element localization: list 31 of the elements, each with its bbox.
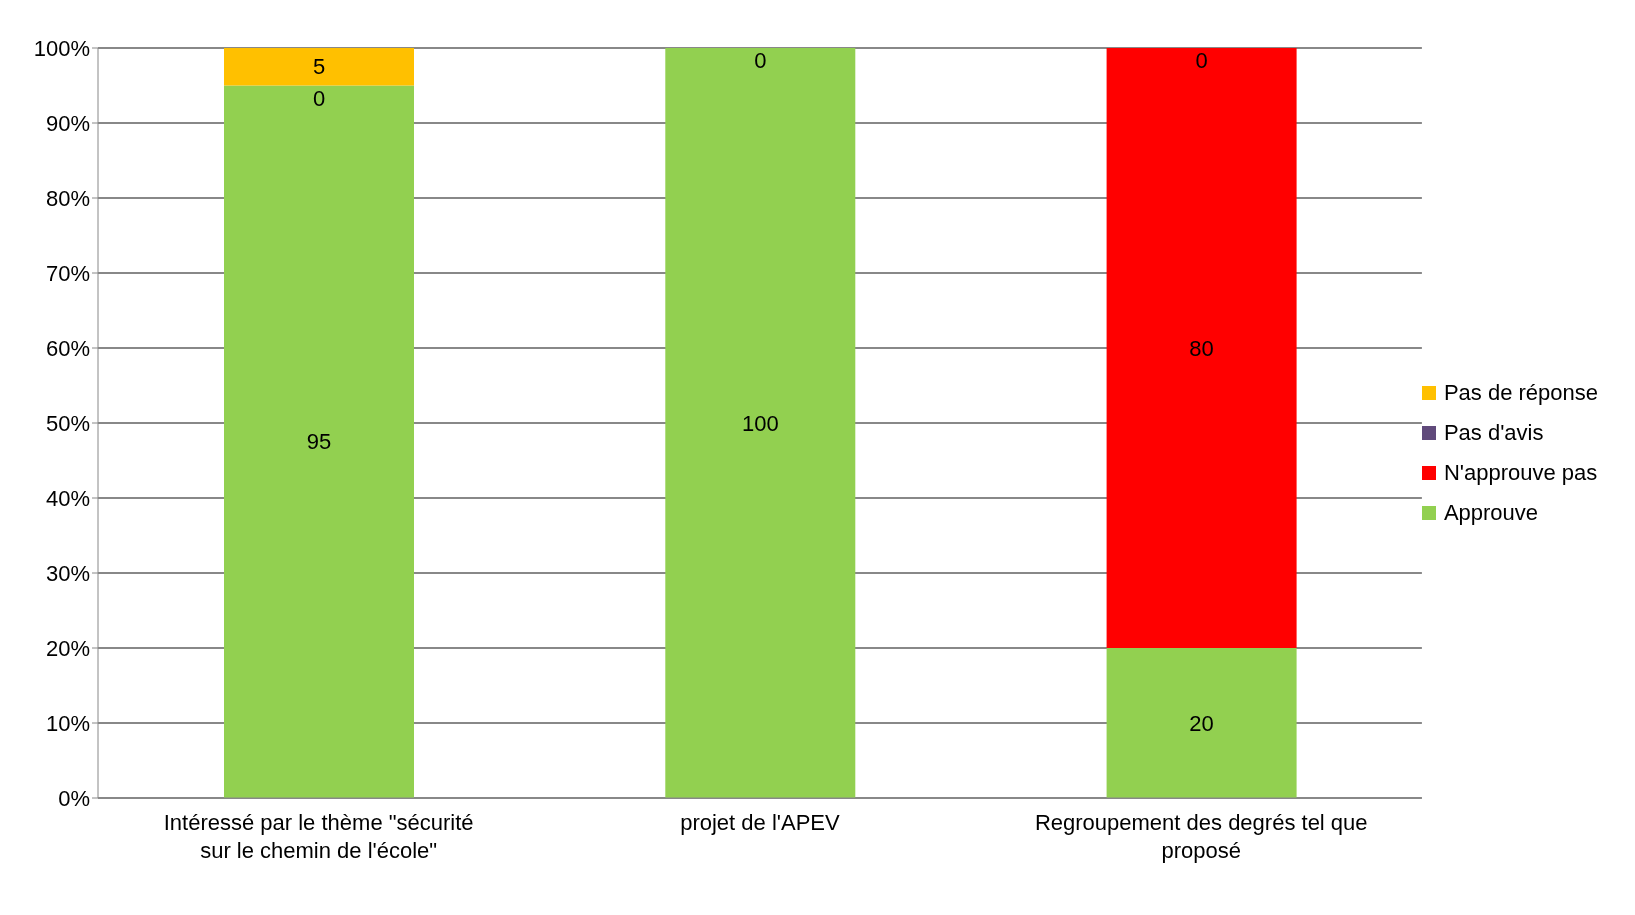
data-label: 0 <box>754 48 767 73</box>
y-tick-label: 100% <box>33 35 90 61</box>
legend-label: N'approuve pas <box>1443 460 1598 486</box>
data-label: 100 <box>741 410 779 436</box>
y-tick-label: 20% <box>45 635 90 661</box>
y-tick-label: 40% <box>45 485 90 511</box>
legend-label: Pas d'avis <box>1443 420 1544 446</box>
bar <box>1106 648 1297 798</box>
legend-label: Approuve <box>1443 500 1539 526</box>
data-label: 20 <box>1189 710 1214 736</box>
data-label: 95 <box>306 429 332 455</box>
y-tick-label: 50% <box>45 410 90 436</box>
bar <box>665 48 856 798</box>
y-tick-label: 90% <box>45 110 90 136</box>
y-tick-label: 70% <box>45 260 90 286</box>
x-tick-label: Regroupement des degrés tel que proposé <box>1034 810 1368 863</box>
data-label: 80 <box>1189 335 1214 361</box>
data-label: 5 <box>312 54 326 80</box>
data-label: 0 <box>312 85 326 111</box>
bar <box>1106 48 1297 648</box>
x-tick-label: projet de l'APEV <box>680 810 841 835</box>
y-tick-label: 0% <box>58 785 90 811</box>
data-label: 0 <box>1195 48 1208 73</box>
x-tick-label: Intéressé par le thème "sécurité sur le chemin de l'école" <box>163 810 474 863</box>
y-tick-label: 60% <box>45 335 90 361</box>
bar <box>224 48 414 86</box>
y-tick-label: 30% <box>45 560 90 586</box>
legend-label: Pas de réponse <box>1443 380 1598 406</box>
y-tick-label: 10% <box>45 710 90 736</box>
bar <box>224 85 414 798</box>
y-tick-label: 80% <box>45 185 90 211</box>
